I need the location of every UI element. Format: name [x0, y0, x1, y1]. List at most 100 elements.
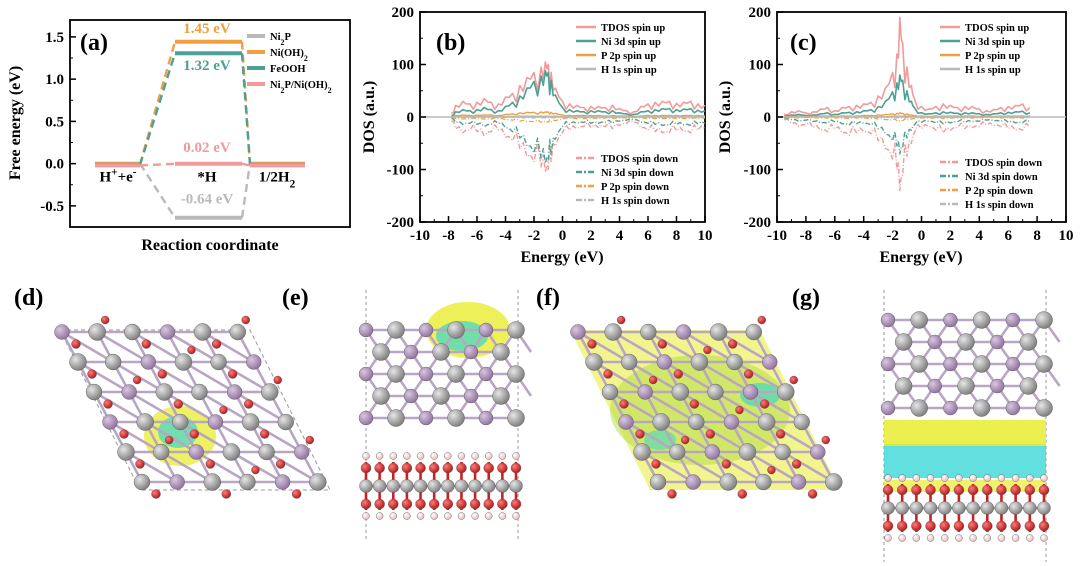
p-atom — [188, 444, 205, 460]
o-atom — [71, 339, 81, 349]
p-atom — [463, 344, 479, 360]
legend-label-down-1: Ni 3d spin down — [601, 168, 674, 179]
ticks-b: -10 -8 -6 -4 -2 0 2 4 6 8 10 -200 -100 0 100 200 — [387, 5, 713, 244]
p-atom — [656, 354, 672, 370]
h-atom — [444, 452, 452, 460]
p-atom — [54, 324, 70, 340]
o-atom — [759, 399, 770, 409]
o-atom — [275, 459, 286, 469]
ni-atom — [825, 473, 843, 491]
ni-atom — [447, 409, 465, 427]
ni-atom — [124, 323, 141, 341]
bond — [625, 420, 678, 454]
ni-atom — [104, 353, 122, 371]
annotation-3: -0.64 eV — [181, 192, 234, 208]
o-atom — [1024, 484, 1036, 496]
p-atom — [294, 444, 310, 460]
h-atom — [1040, 474, 1048, 482]
o-atom — [982, 484, 993, 496]
p-atom — [675, 324, 692, 340]
ni-atom — [707, 383, 724, 401]
y-tick-label: 100 — [749, 58, 772, 74]
series-p-2p-spin-up — [451, 111, 705, 118]
ni-atom — [966, 501, 980, 515]
o-atom — [259, 429, 270, 439]
ni-atom — [229, 323, 246, 341]
ni-atom — [652, 413, 670, 431]
ni-atom — [359, 479, 373, 493]
o-atom — [727, 339, 738, 349]
legend-label-up-3: H 1s spin up — [601, 65, 657, 76]
o-atom — [87, 369, 97, 379]
p-atom — [169, 474, 185, 490]
o-atom — [428, 462, 440, 474]
o-atom — [953, 520, 965, 532]
ni-atom — [507, 365, 525, 383]
o-atom — [967, 484, 979, 496]
o-atom — [896, 520, 908, 532]
ni-atom — [972, 399, 991, 417]
o-atom — [939, 484, 950, 496]
energy-connector-3-0 — [139, 162, 176, 167]
series-h-1s-spin-down — [784, 116, 1030, 119]
h-atom — [912, 474, 921, 482]
o-atom — [996, 484, 1007, 496]
ni-atom — [671, 383, 689, 401]
ni-atom — [509, 479, 523, 493]
p-atom — [463, 388, 479, 404]
o-atom — [415, 498, 426, 510]
y-tick-label: -100 — [744, 163, 772, 179]
ni-atom — [468, 479, 482, 493]
p-atom — [990, 334, 1005, 350]
panel-label-c: (c) — [790, 30, 817, 56]
series-h-1s-spin-down — [451, 116, 706, 119]
bond — [233, 390, 287, 424]
bond — [77, 360, 130, 394]
ni-atom — [688, 413, 705, 431]
legend-label-down-2: P 2p spin down — [965, 186, 1033, 197]
o-atom — [497, 498, 508, 510]
ni-atom — [881, 501, 895, 515]
bond — [695, 420, 749, 454]
legend-label-down-1: Ni 3d spin down — [965, 172, 1038, 183]
y-tick-label: -200 — [387, 215, 415, 231]
o-atom — [100, 315, 110, 325]
bond — [730, 420, 784, 454]
ni-atom — [387, 409, 405, 427]
p-atom — [418, 366, 434, 382]
bond — [641, 450, 694, 484]
x-tick-label: -2 — [528, 228, 541, 244]
bond — [128, 390, 181, 424]
h-atom — [955, 474, 963, 482]
y-tick-label-a: 1.0 — [45, 72, 64, 88]
structure-d-top-view — [54, 315, 331, 499]
o-atom — [689, 399, 699, 409]
legend-b: TDOS spin up Ni 3d spin up P 2p spin up H 1… — [576, 23, 678, 207]
o-atom — [241, 315, 250, 325]
bond — [663, 360, 717, 394]
o-atom — [415, 462, 426, 474]
h-atom — [898, 474, 906, 482]
panel-label-g: (g) — [792, 285, 820, 311]
ni-atom — [1023, 501, 1037, 515]
p-atom — [478, 322, 494, 338]
energy-connector-0-1 — [240, 163, 252, 218]
x-tick-label: -8 — [800, 228, 813, 244]
h-atom — [403, 452, 411, 460]
p-atom — [226, 384, 243, 400]
o-atom — [442, 498, 454, 510]
ni-atom — [1035, 399, 1053, 417]
o-atom — [967, 520, 979, 532]
legend-label-up-2: P 2p spin up — [965, 51, 1020, 62]
energy-connector-2-0 — [138, 52, 177, 166]
ni-atom — [649, 473, 667, 491]
p-atom — [762, 354, 778, 370]
o-atom — [651, 459, 661, 469]
o-atom — [587, 339, 597, 349]
barrier-annotations-a: 1.45 eV 1.32 eV 0.02 eV -0.64 eV — [181, 21, 234, 208]
ni-atom — [1037, 501, 1051, 515]
state-label-0: H++e- — [99, 167, 136, 186]
ni-atom — [152, 443, 170, 461]
xlabel-c: Energy (eV) — [879, 249, 962, 266]
p-atom — [358, 410, 374, 426]
